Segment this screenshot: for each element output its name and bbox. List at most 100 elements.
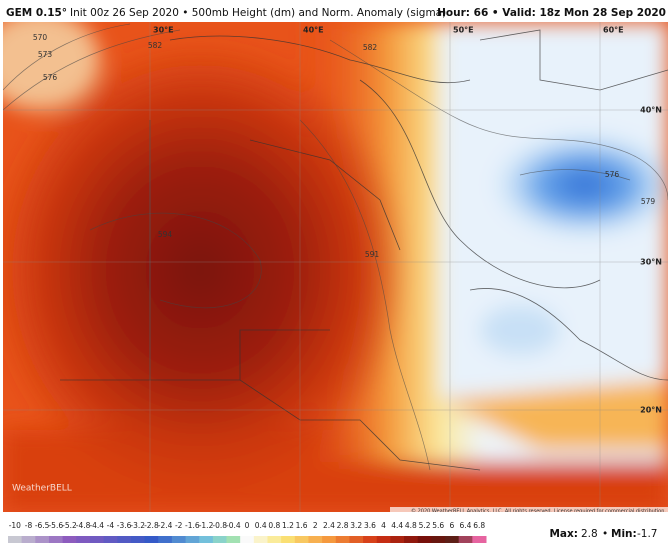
colorbar-swatch xyxy=(417,536,432,543)
colorbar-swatch xyxy=(404,536,419,543)
colorbar-swatch xyxy=(185,536,200,543)
colorbar-label: -4.8 xyxy=(76,521,91,530)
lon-label: 50°E xyxy=(453,26,474,35)
colorbar-swatch xyxy=(335,536,350,543)
colorbar-label: -3.2 xyxy=(130,521,145,530)
colorbar-label: -6.5 xyxy=(35,521,50,530)
copyright: © 2020 WeatherBELL Analytics, LLC. All r… xyxy=(411,508,666,515)
colorbar-label: 6 xyxy=(449,521,454,530)
lat-label: 20°N xyxy=(640,406,662,415)
colorbar-label: -10 xyxy=(9,521,21,530)
colorbar-label: -2.4 xyxy=(158,521,173,530)
colorbar-swatch xyxy=(117,536,132,543)
colorbar-swatch xyxy=(21,536,36,543)
colorbar-swatch xyxy=(240,536,255,543)
colorbar-swatch xyxy=(267,536,282,543)
colorbar-swatch xyxy=(171,536,187,543)
header: GEM 0.15° Init 00z 26 Sep 2020 • 500mb H… xyxy=(6,7,666,19)
colorbar-swatch xyxy=(226,536,241,543)
colorbar-swatch xyxy=(281,536,296,543)
contour-label: 573 xyxy=(38,50,53,59)
colorbar-label: 0.8 xyxy=(268,521,280,530)
min-label: Min: xyxy=(611,528,637,540)
contours xyxy=(3,23,668,471)
colorbar: -10 -8 -6.5 -5.6 -5.2 -4.8 -4.4 -4 -3.6 -3.2 -2.8-… xyxy=(8,521,487,543)
contour-label: 582 xyxy=(148,41,163,50)
colorbar-swatch xyxy=(158,536,173,543)
contour-label: 576 xyxy=(43,73,58,82)
lon-label: 30°E xyxy=(153,26,174,35)
lon-label: 40°E xyxy=(303,26,324,35)
colorbar-swatch xyxy=(390,536,405,543)
colorbar-label: 4 xyxy=(381,521,386,530)
colorbar-label: 3.6 xyxy=(364,521,376,530)
contour-label: 576 xyxy=(605,170,620,179)
colorbar-label: -4 xyxy=(107,521,115,530)
colorbar-label: -3.6 xyxy=(117,521,132,530)
colorbar-swatch xyxy=(212,536,228,543)
watermark: WeatherBELL xyxy=(12,484,72,494)
colorbar-swatch xyxy=(363,536,378,543)
colorbar-swatch xyxy=(130,536,146,543)
colorbar-swatch xyxy=(349,536,364,543)
colorbar-swatch xyxy=(48,536,64,543)
colorbar-label: -1.2 xyxy=(199,521,214,530)
colorbar-label: 0.4 xyxy=(255,521,267,530)
contour-label: 591 xyxy=(365,250,380,259)
colorbar-label: 2.4 xyxy=(323,521,335,530)
max-label: Max: xyxy=(549,528,578,540)
colorbar-swatch xyxy=(62,536,77,543)
map-title: Init 00z 26 Sep 2020 • 500mb Height (dm)… xyxy=(70,7,446,19)
colorbar-label: -0.8 xyxy=(212,521,227,530)
colorbar-label: 1.6 xyxy=(296,521,308,530)
colorbar-label: 6.8 xyxy=(473,521,485,530)
contour-label: 582 xyxy=(363,43,378,52)
colorbar-swatch xyxy=(431,536,446,543)
colorbar-label: -4.4 xyxy=(89,521,104,530)
colorbar-label: 6.4 xyxy=(460,521,472,530)
colorbar-label: 1.2 xyxy=(282,521,294,530)
model-name: GEM 0.15° xyxy=(6,7,67,19)
colorbar-label: -1.6 xyxy=(185,521,200,530)
colorbar-label: 5.2 xyxy=(419,521,431,530)
colorbar-swatch xyxy=(458,536,473,543)
colorbar-label: -5.6 xyxy=(48,521,63,530)
colorbar-label: -2 xyxy=(175,521,183,530)
colorbar-swatch xyxy=(103,536,118,543)
lat-label: 40°N xyxy=(640,106,662,115)
colorbar-label: -2.8 xyxy=(144,521,159,530)
colorbar-swatch xyxy=(308,536,323,543)
colorbar-label: 5.6 xyxy=(432,521,444,530)
colorbar-label: -5.2 xyxy=(62,521,77,530)
colorbar-label: 2 xyxy=(313,521,318,530)
max-value: 2.8 xyxy=(581,528,598,540)
colorbar-swatch xyxy=(89,536,105,543)
colorbar-swatch xyxy=(294,536,309,543)
colorbar-label: 2.8 xyxy=(337,521,349,530)
colorbar-label: 0 xyxy=(245,521,250,530)
colorbar-swatch xyxy=(445,536,460,543)
separator: • xyxy=(602,528,608,540)
lon-label: 60°E xyxy=(603,26,624,35)
colorbar-swatch xyxy=(8,536,23,543)
min-value: -1.7 xyxy=(637,528,658,540)
colorbar-swatch xyxy=(76,536,91,543)
colorbar-swatch xyxy=(199,536,214,543)
colorbar-swatch xyxy=(253,536,268,543)
lat-label: 30°N xyxy=(640,258,662,267)
contour-label: 570 xyxy=(33,33,48,42)
colorbar-swatch xyxy=(472,536,487,543)
valid-time: Hour: 66 • Valid: 18z Mon 28 Sep 2020 xyxy=(437,7,666,19)
colorbar-label: 4.8 xyxy=(405,521,417,530)
colorbar-label: 3.2 xyxy=(350,521,362,530)
colorbar-label: -8 xyxy=(25,521,33,530)
colorbar-swatch xyxy=(144,536,159,543)
colorbar-swatch xyxy=(322,536,337,543)
graticule xyxy=(3,22,668,512)
colorbar-label: 4.4 xyxy=(391,521,403,530)
stats: Max: 2.8 • Min: -1.7 xyxy=(549,528,657,540)
colorbar-swatch xyxy=(376,536,391,543)
colorbar-label: -0.4 xyxy=(226,521,241,530)
colorbar-swatch xyxy=(35,536,50,543)
